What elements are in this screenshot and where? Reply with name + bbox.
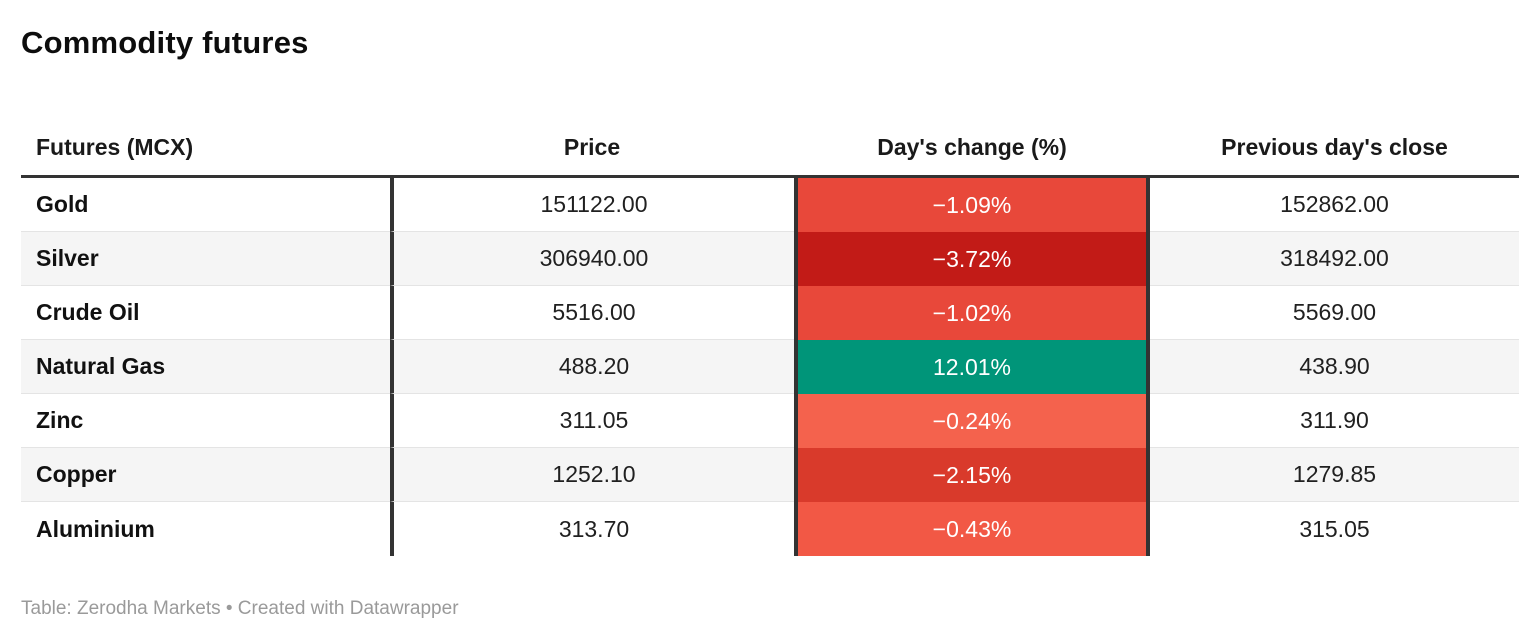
- prev-close-value: 152862.00: [1150, 178, 1519, 232]
- change-value: −2.15%: [794, 448, 1150, 502]
- prev-close-value: 311.90: [1150, 394, 1519, 448]
- change-value: 12.01%: [794, 340, 1150, 394]
- attribution-footer: Table: Zerodha Markets • Created with Da…: [21, 598, 459, 619]
- commodity-futures-table-page: Commodity futures Futures (MCX) Price Da…: [21, 25, 1519, 619]
- prev-close-value: 1279.85: [1150, 448, 1519, 502]
- change-value: −1.02%: [794, 286, 1150, 340]
- price-value: 306940.00: [390, 232, 794, 286]
- commodity-table: Futures (MCX) Price Day's change (%) Pre…: [21, 120, 1519, 556]
- column-header-days-change: Day's change (%): [877, 134, 1067, 160]
- futures-name: Silver: [21, 232, 390, 286]
- column-header-price: Price: [563, 134, 621, 160]
- futures-name: Zinc: [21, 394, 390, 448]
- price-value: 151122.00: [390, 178, 794, 232]
- table-row-copper: Copper 1252.10 −2.15% 1279.85: [21, 448, 1519, 502]
- page-title: Commodity futures: [21, 25, 309, 60]
- column-header-futures: Futures (MCX): [36, 134, 194, 160]
- price-value: 1252.10: [390, 448, 794, 502]
- column-header-prev-close: Previous day's close: [1221, 134, 1448, 160]
- futures-name: Aluminium: [36, 515, 155, 542]
- futures-name: Natural Gas: [21, 340, 390, 394]
- table-row-silver: Silver 306940.00 −3.72% 318492.00: [21, 232, 1519, 286]
- table-header-row: Futures (MCX) Price Day's change (%) Pre…: [21, 120, 1519, 178]
- change-value: −1.09%: [794, 178, 1150, 232]
- price-value: 5516.00: [390, 286, 794, 340]
- table-body: Gold 151122.00 −1.09% 152862.00 Silver 3…: [21, 178, 1519, 556]
- prev-close-value: 5569.00: [1150, 286, 1519, 340]
- futures-name: Copper: [21, 448, 390, 502]
- table-row-aluminium: Aluminium 313.70 −0.43% 315.05: [21, 502, 1519, 556]
- change-value: −0.24%: [794, 394, 1150, 448]
- table-row-crude-oil: Crude Oil 5516.00 −1.02% 5569.00: [21, 286, 1519, 340]
- price-value: 313.70: [390, 502, 794, 556]
- prev-close-value: 315.05: [1299, 515, 1370, 542]
- futures-name: Gold: [21, 178, 390, 232]
- price-value: 488.20: [390, 340, 794, 394]
- prev-close-value: 318492.00: [1150, 232, 1519, 286]
- price-value: 311.05: [390, 394, 794, 448]
- change-value: −3.72%: [794, 232, 1150, 286]
- change-value: −0.43%: [794, 502, 1150, 556]
- table-row-zinc: Zinc 311.05 −0.24% 311.90: [21, 394, 1519, 448]
- table-row-gold: Gold 151122.00 −1.09% 152862.00: [21, 178, 1519, 232]
- futures-name: Crude Oil: [21, 286, 390, 340]
- prev-close-value: 438.90: [1150, 340, 1519, 394]
- table-row-natural-gas: Natural Gas 488.20 12.01% 438.90: [21, 340, 1519, 394]
